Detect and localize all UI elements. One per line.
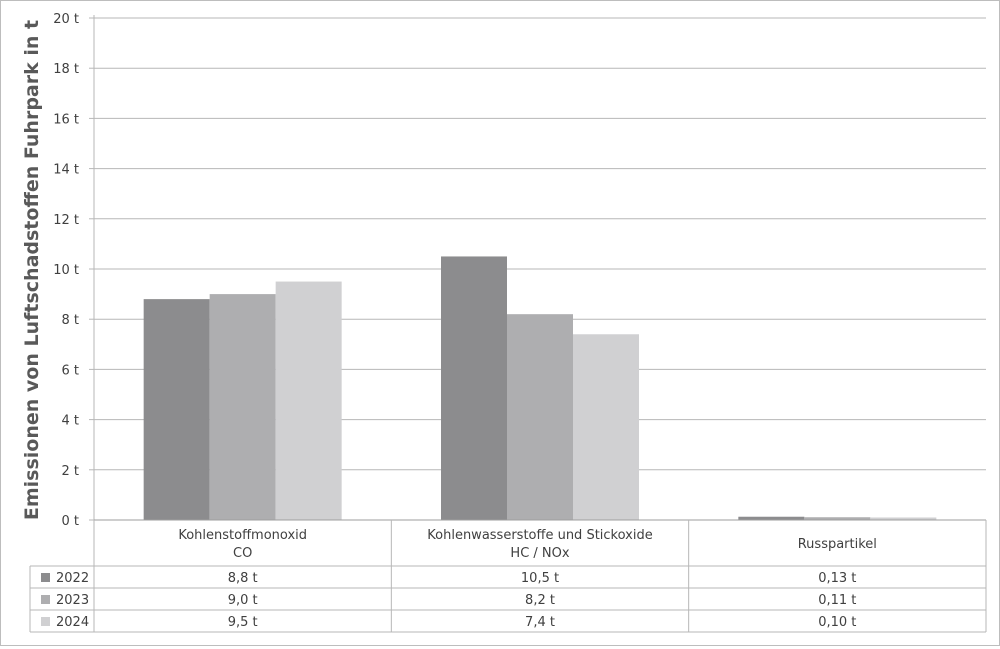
data-label: 9,5 t	[228, 615, 258, 630]
data-label: 0,10 t	[818, 615, 856, 630]
y-tick-label: 14 t	[53, 163, 79, 178]
category-label: Russpartikel	[798, 537, 877, 552]
data-label: 0,13 t	[818, 571, 856, 586]
data-label: 7,4 t	[525, 615, 555, 630]
y-tick-label: 12 t	[53, 213, 79, 228]
y-tick-label: 6 t	[61, 363, 79, 378]
legend-key-2023	[41, 595, 50, 604]
bar-2022-2	[738, 516, 805, 520]
y-tick-label: 18 t	[53, 62, 79, 77]
data-label: 8,8 t	[228, 571, 258, 586]
y-tick-label: 0 t	[61, 514, 79, 529]
axes	[89, 15, 95, 521]
y-tick-labels: 0 t 2 t 4 t 6 t 8 t 10 t 12 t 14 t 16 t 18 t 20 t	[53, 12, 79, 529]
legend-label: 2024	[56, 615, 89, 630]
bar-2023-1	[507, 314, 573, 520]
bar-2022-1	[441, 256, 507, 520]
category-label: Kohlenstoffmonoxid	[178, 528, 307, 543]
data-label: 9,0 t	[228, 593, 258, 608]
bars	[143, 256, 937, 520]
bar-2024-0	[275, 281, 342, 520]
category-label: Kohlenwasserstoffe und Stickoxide	[427, 528, 652, 543]
legend-label: 2023	[56, 593, 89, 608]
y-tick-label: 16 t	[53, 112, 79, 127]
data-label: 0,11 t	[818, 593, 856, 608]
data-label: 10,5 t	[521, 571, 559, 586]
y-axis-label: Emissionen von Luftschadstoffen Fuhrpark…	[21, 20, 43, 520]
y-tick-label: 2 t	[61, 464, 79, 479]
legend-key-2022	[41, 573, 50, 582]
y-tick-label: 10 t	[53, 263, 79, 278]
y-tick-label: 20 t	[53, 12, 79, 27]
legend-label: 2022	[56, 571, 89, 586]
bar-2024-2	[870, 517, 937, 520]
bar-2022-0	[143, 299, 210, 520]
bar-2023-0	[209, 294, 276, 520]
legend-key-2024	[41, 617, 50, 626]
y-tick-label: 4 t	[61, 414, 79, 429]
bar-2024-1	[573, 334, 639, 520]
data-table: Kohlenstoffmonoxid CO Kohlenwasserstoffe u…	[29, 519, 987, 633]
bar-2023-2	[804, 517, 871, 520]
category-label: HC / NOx	[510, 546, 569, 561]
y-tick-label: 8 t	[61, 313, 79, 328]
data-label: 8,2 t	[525, 593, 555, 608]
category-label: CO	[233, 546, 252, 561]
